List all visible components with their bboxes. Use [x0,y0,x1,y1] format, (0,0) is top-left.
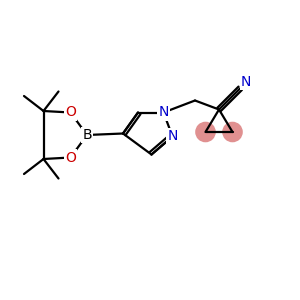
Circle shape [223,122,242,142]
Circle shape [196,122,215,142]
Text: N: N [167,130,178,143]
Text: N: N [158,106,169,119]
Text: B: B [82,128,92,142]
Text: O: O [65,106,76,119]
Text: N: N [241,75,251,89]
Text: O: O [65,151,76,164]
